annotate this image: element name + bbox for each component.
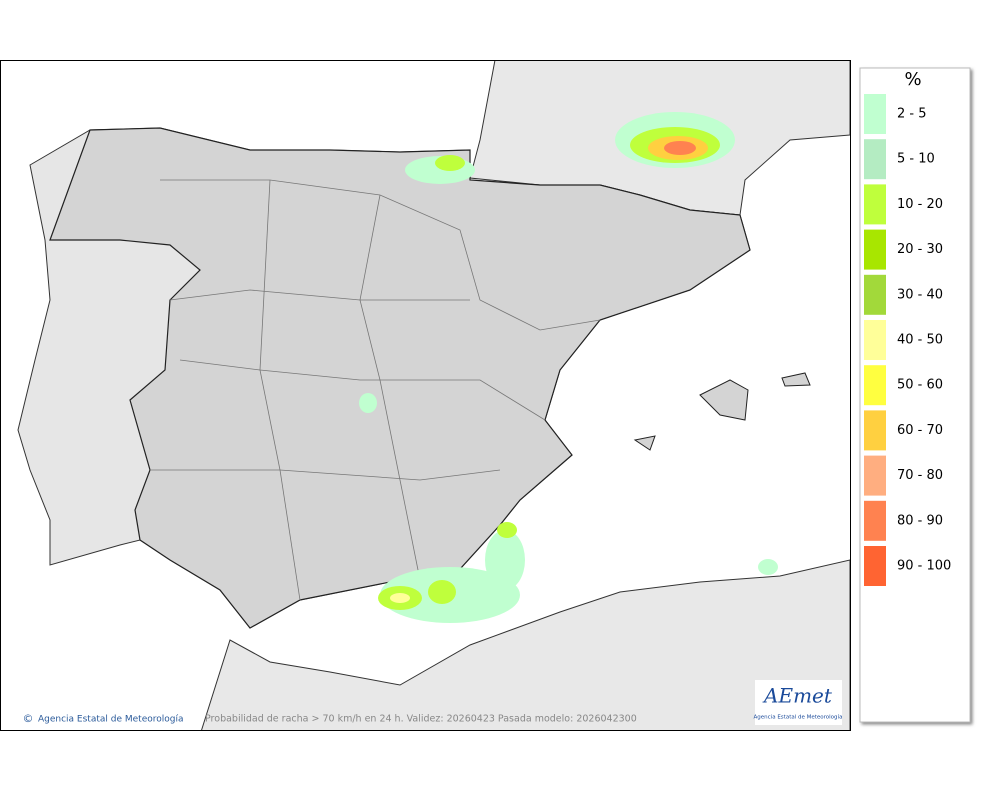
map-frame — [0, 60, 851, 731]
area — [435, 155, 465, 171]
legend-label: 30 - 40 — [897, 287, 943, 302]
copyright-symbol: © — [23, 712, 34, 725]
legend-label: 20 - 30 — [897, 242, 943, 257]
map-area — [1, 61, 850, 730]
area — [758, 559, 778, 575]
spain — [49, 127, 751, 629]
area — [664, 141, 696, 155]
legend-label: 10 - 20 — [897, 197, 943, 212]
area — [497, 522, 517, 538]
africa — [201, 559, 850, 730]
legend-swatch — [864, 139, 886, 180]
legend-swatch — [864, 546, 886, 586]
legend-label: 90 - 100 — [897, 559, 951, 574]
logo-box — [755, 680, 842, 725]
legend-label: 40 - 50 — [897, 333, 943, 348]
balearic-islands — [633, 372, 811, 451]
legend-swatch — [864, 455, 886, 496]
logo-title: AEmet — [762, 684, 833, 708]
area — [485, 530, 525, 590]
caption: Probabilidad de racha > 70 km/h en 24 h.… — [205, 714, 637, 725]
legend-swatch — [864, 365, 886, 406]
legend-label: 2 - 5 — [897, 107, 927, 122]
area — [428, 580, 456, 604]
logo-subtitle: Agencia Estatal de Meteorología — [754, 714, 843, 721]
legend-swatch — [864, 320, 886, 360]
legend-label: 80 - 90 — [897, 513, 943, 528]
legend-label: 5 - 10 — [897, 152, 935, 167]
area — [359, 393, 377, 413]
legend-label: 60 - 70 — [897, 423, 943, 438]
probability-areas — [359, 112, 778, 623]
legend-label: 50 - 60 — [897, 378, 943, 393]
legend-swatch — [864, 410, 886, 451]
credit: Agencia Estatal de Meteorología — [38, 715, 184, 725]
legend-swatch — [864, 274, 886, 315]
area — [390, 593, 410, 603]
legend-swatch — [864, 229, 886, 270]
legend-swatch — [864, 94, 886, 134]
legend: 2 - 5 5 - 10 10 - 20 20 - 30 30 - 40 40 - 50 5… — [864, 94, 951, 586]
legend-label: 70 - 80 — [897, 468, 943, 483]
legend-swatch — [864, 500, 886, 541]
legend-swatch — [864, 184, 886, 225]
legend-title: % — [904, 69, 921, 90]
region-borders — [150, 179, 601, 601]
